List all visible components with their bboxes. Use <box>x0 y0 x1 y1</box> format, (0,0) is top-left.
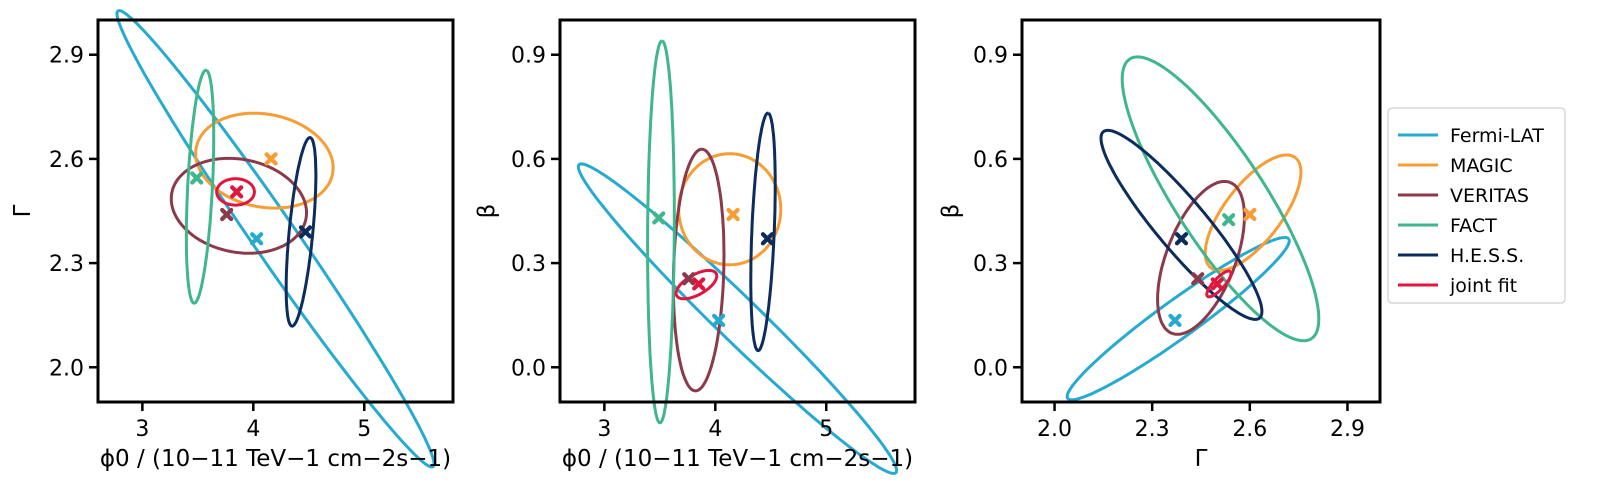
best-fit-marker-h-e-s-s <box>760 232 775 246</box>
x-axis-label: ϕ0 / (10−11 TeV−1 cm−2s−1) <box>562 446 913 472</box>
x-tick-label: 2.9 <box>1330 417 1365 442</box>
y-axis-ticks: 0.0 0.3 0.6 0.9 <box>973 44 1022 381</box>
x-tick-label: 3 <box>597 417 611 442</box>
x-axis-ticks: 3 4 5 <box>597 402 833 442</box>
x-tick-label: 4 <box>708 417 722 442</box>
best-fit-marker-magic <box>726 207 740 222</box>
y-axis-label: β <box>474 204 500 219</box>
y-axis-label: Γ <box>10 204 36 217</box>
legend-label-fact: FACT <box>1450 215 1497 237</box>
y-axis-ticks: 0.0 0.3 0.6 0.9 <box>511 44 560 381</box>
plot-area-phi0-gamma <box>115 9 436 469</box>
contour-joint-fit <box>674 268 719 301</box>
y-tick-label: 0.0 <box>973 356 1008 381</box>
contour-h-e-s-s <box>1099 128 1264 321</box>
y-axis-label: β <box>938 204 964 219</box>
best-fit-marker-joint-fit <box>1210 277 1224 291</box>
best-fit-marker-fermi-lat <box>712 313 726 327</box>
y-tick-label: 2.3 <box>49 252 84 277</box>
best-fit-marker-magic <box>264 152 278 166</box>
contour-h-e-s-s <box>284 136 318 328</box>
y-tick-label: 0.3 <box>511 252 546 277</box>
best-fit-marker-h-e-s-s <box>298 225 313 239</box>
y-tick-label: 0.6 <box>511 148 546 173</box>
plot-area-phi0-beta <box>576 39 899 475</box>
best-fit-marker-joint-fit <box>692 277 706 291</box>
x-tick-label: 5 <box>819 417 833 442</box>
y-tick-label: 2.6 <box>49 148 84 173</box>
legend-label-h-e-s-s: H.E.S.S. <box>1450 245 1524 267</box>
best-fit-marker-veritas <box>1191 272 1205 286</box>
contour-veritas <box>1156 179 1246 336</box>
contour-fact <box>1120 55 1321 343</box>
contour-veritas <box>671 147 726 393</box>
x-tick-label: 2.3 <box>1135 417 1170 442</box>
y-tick-label: 2.9 <box>49 44 84 69</box>
best-fit-marker-veritas <box>682 272 696 286</box>
contour-veritas <box>169 156 308 255</box>
best-fit-marker-fact <box>190 171 204 185</box>
y-tick-label: 0.3 <box>973 252 1008 277</box>
y-tick-label: 0.9 <box>973 44 1008 69</box>
best-fit-marker-fermi-lat <box>250 232 264 246</box>
x-tick-label: 2.0 <box>1037 417 1072 442</box>
best-fit-marker-joint-fit <box>230 185 244 199</box>
panel-gamma-beta: 2.0 2.3 2.6 2.9 0.0 0.3 0.6 0.9 Γ β <box>938 18 1382 472</box>
legend-label-veritas: VERITAS <box>1450 185 1529 207</box>
x-tick-label: 3 <box>135 417 149 442</box>
x-tick-label: 4 <box>246 417 260 442</box>
y-tick-label: 0.6 <box>973 148 1008 173</box>
best-fit-marker-fact <box>1222 213 1236 227</box>
contour-fermi-lat <box>115 9 436 469</box>
axes-frame <box>1020 18 1382 404</box>
x-axis-ticks: 3 4 5 <box>135 402 371 442</box>
panel-phi0-beta: 3 4 5 0.0 0.3 0.6 0.9 ϕ0 / (10−11 TeV−1 cm−2s… <box>474 18 917 475</box>
axes-frame <box>96 18 455 404</box>
best-fit-marker-h-e-s-s <box>1174 232 1189 246</box>
best-fit-marker-magic <box>1243 207 1257 222</box>
y-tick-label: 2.0 <box>49 356 84 381</box>
panel-phi0-gamma: 3 4 5 2.0 2.3 2.6 2.9 ϕ0 / (10−11 TeV−1 cm−2s… <box>10 9 455 472</box>
x-axis-ticks: 2.0 2.3 2.6 2.9 <box>1037 402 1365 442</box>
legend-label-fermi-lat: Fermi-LAT <box>1450 125 1544 147</box>
axes-frame <box>558 18 917 404</box>
contour-fermi-lat <box>576 162 899 475</box>
y-tick-label: 0.0 <box>511 356 546 381</box>
y-tick-label: 0.9 <box>511 44 546 69</box>
best-fit-marker-veritas <box>220 207 234 222</box>
contour-fermi-lat <box>1065 236 1291 402</box>
contour-joint-fit <box>215 177 256 207</box>
x-axis-label: Γ <box>1195 446 1208 472</box>
legend-label-joint-fit: joint fit <box>1449 275 1517 297</box>
best-fit-marker-fact <box>652 211 666 225</box>
x-tick-label: 2.6 <box>1232 417 1267 442</box>
contour-magic <box>194 111 335 210</box>
x-axis-label: ϕ0 / (10−11 TeV−1 cm−2s−1) <box>100 446 451 472</box>
y-axis-ticks: 2.0 2.3 2.6 2.9 <box>49 44 98 381</box>
contour-h-e-s-s <box>749 111 777 353</box>
x-tick-label: 5 <box>357 417 371 442</box>
contour-fact <box>184 68 216 305</box>
contour-joint-fit <box>1205 269 1233 299</box>
legend: Fermi-LAT MAGIC VERITAS FACT H.E.S.S. joint f… <box>1387 107 1566 304</box>
best-fit-marker-fermi-lat <box>1168 313 1182 327</box>
legend-label-magic: MAGIC <box>1450 155 1513 177</box>
plot-area-gamma-beta <box>1065 55 1321 402</box>
contour-fact <box>646 39 676 425</box>
